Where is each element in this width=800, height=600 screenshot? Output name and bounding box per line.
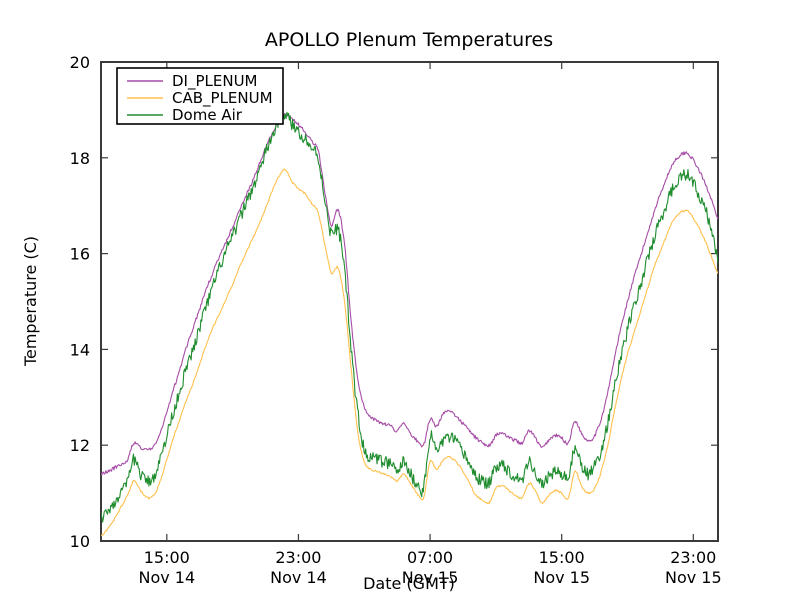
legend-label-0: DI_PLENUM: [172, 72, 258, 91]
x-tick-label-time: 07:00: [407, 548, 453, 567]
legend-label-2: Dome Air: [172, 106, 243, 124]
y-axis-title: Temperature (C): [21, 236, 40, 367]
x-tick-label-time: 15:00: [539, 548, 585, 567]
chart-title: APOLLO Plenum Temperatures: [265, 29, 553, 51]
y-tick-label: 16: [70, 245, 90, 264]
series-line-di-plenum: [101, 113, 718, 476]
x-tick-label-date: Nov 14: [270, 568, 327, 587]
series-line-dome-air: [101, 111, 718, 523]
series-line-cab-plenum: [101, 168, 718, 537]
x-tick-label-time: 15:00: [144, 548, 190, 567]
y-tick-label: 10: [70, 532, 90, 551]
legend-label-1: CAB_PLENUM: [172, 89, 273, 108]
y-tick-label: 18: [70, 149, 90, 168]
y-tick-label: 12: [70, 436, 90, 455]
x-tick-label-date: Nov 15: [533, 568, 590, 587]
plot-frame: [100, 61, 719, 542]
x-tick-label-date: Nov 15: [665, 568, 722, 587]
data-series-group: [101, 111, 718, 537]
x-axis-title: Date (GMT): [363, 574, 455, 593]
x-tick-label-time: 23:00: [275, 548, 321, 567]
y-tick-label: 14: [70, 340, 90, 359]
x-tick-label-time: 23:00: [670, 548, 716, 567]
x-tick-label-date: Nov 14: [138, 568, 195, 587]
y-axis-ticks: 10 12 14 16 18 20: [70, 53, 718, 551]
x-tick-label-date: Nov 15: [402, 568, 459, 587]
y-tick-label: 20: [70, 53, 90, 72]
